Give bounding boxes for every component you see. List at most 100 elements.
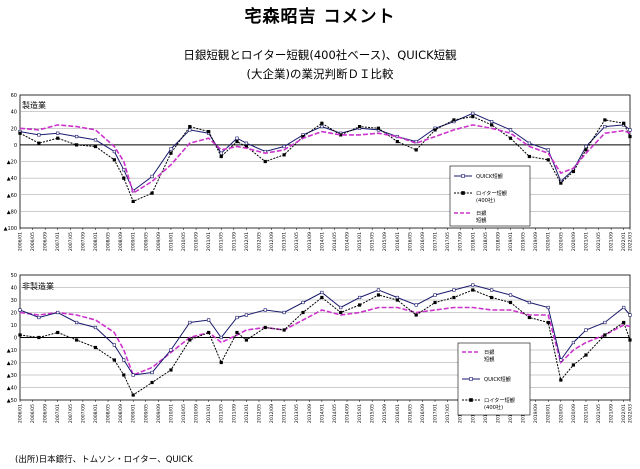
x-tick-label: 2021/01 (583, 404, 589, 423)
data-point-reuters (471, 288, 475, 292)
data-point-reuters (433, 128, 437, 132)
y-tick-label: ▲100 (4, 226, 17, 232)
data-point-reuters (150, 380, 154, 385)
data-point-reuters (188, 124, 192, 129)
y-tick-label: ▲20 (7, 361, 17, 367)
chart-subtitle-line1: 日銀短観とロイター短観(400社ベース)、QUICK短観 (183, 48, 457, 62)
x-tick-label: 2007/09 (80, 232, 86, 251)
data-point-quick (301, 300, 305, 305)
x-tick-label: 2014/01 (319, 232, 325, 251)
data-point-reuters (546, 158, 550, 162)
data-point-reuters (559, 378, 563, 382)
x-tick-label: 2021/09 (609, 232, 615, 251)
x-tick-label: 2017/05 (445, 404, 451, 423)
x-tick-label: 2011/05 (219, 232, 225, 251)
data-point-quick (357, 295, 362, 300)
data-point-quick (235, 315, 239, 320)
series-line (19, 124, 631, 195)
data-point-reuters (357, 303, 362, 307)
x-tick-label: 2010/09 (194, 404, 200, 423)
x-tick-label: 2022/03 (628, 404, 634, 423)
legend-note: (400社) (484, 403, 503, 411)
x-tick-label: 2011/05 (219, 404, 225, 423)
data-point-reuters (508, 300, 513, 305)
x-tick-label: 2016/01 (395, 232, 401, 251)
y-tick-label: 30 (11, 298, 17, 304)
data-point-reuters (546, 320, 550, 325)
data-point-reuters (219, 360, 223, 365)
data-point-reuters (559, 181, 563, 185)
legend-note: 短観 (484, 355, 494, 363)
x-tick-label: 2018/01 (470, 232, 476, 251)
data-point-reuters (571, 169, 576, 174)
data-point-quick (414, 139, 418, 144)
data-point-reuters (112, 358, 116, 362)
data-point-reuters (376, 126, 381, 130)
x-tick-label: 2012/09 (269, 404, 275, 423)
x-tick-label: 2012/01 (244, 404, 250, 423)
data-point-reuters (74, 338, 79, 342)
data-point-reuters (376, 293, 381, 297)
y-tick-label: 40 (11, 110, 17, 116)
series-line (19, 116, 631, 203)
page-title: 宅森昭吉 コメント (244, 7, 396, 27)
data-point-reuters (603, 118, 607, 122)
x-tick-label: 2022/03 (628, 232, 634, 251)
legend-label: ロイター短観 (484, 396, 515, 404)
data-point-reuters (235, 330, 239, 335)
y-tick-label: ▲40 (7, 386, 17, 392)
data-point-reuters (131, 199, 135, 204)
data-point-reuters (112, 158, 116, 162)
legend-marker (469, 377, 473, 381)
data-point-reuters (74, 143, 79, 147)
x-tick-label: 2008/09 (118, 232, 124, 251)
data-point-quick (282, 310, 286, 315)
y-tick-label: ▲50 (7, 398, 17, 404)
data-point-reuters (244, 338, 248, 342)
x-tick-label: 2008/05 (106, 232, 112, 251)
x-tick-label: 2015/01 (357, 232, 363, 251)
x-tick-label: 2008/01 (93, 232, 99, 251)
data-point-reuters (93, 345, 98, 350)
data-point-quick (628, 313, 632, 317)
data-point-quick (320, 290, 324, 295)
x-tick-label: 2010/01 (168, 404, 174, 423)
x-tick-label: 2008/01 (93, 404, 99, 423)
legend-note: (400社) (476, 196, 495, 204)
x-tick-label: 2015/09 (382, 404, 388, 423)
x-tick-label: 2006/09 (43, 404, 49, 423)
data-point-quick (622, 305, 626, 310)
x-tick-label: 2009/01 (131, 232, 137, 251)
data-point-quick (37, 315, 41, 320)
x-tick-label: 2016/09 (420, 232, 426, 251)
data-point-quick (112, 343, 116, 347)
data-point-reuters (628, 134, 632, 139)
data-point-reuters (414, 313, 418, 317)
data-point-quick (490, 120, 494, 124)
data-point-quick (584, 328, 588, 332)
x-tick-label: 2012/05 (256, 404, 262, 423)
data-point-quick (471, 283, 475, 287)
data-point-reuters (282, 153, 286, 157)
legend-note: 短観 (476, 216, 486, 224)
x-tick-label: 2020/05 (558, 232, 564, 251)
x-tick-label: 2006/09 (43, 232, 49, 251)
y-tick-label: ▲40 (7, 176, 17, 182)
x-tick-label: 2019/01 (508, 232, 514, 251)
data-point-quick (508, 293, 513, 297)
data-point-reuters (301, 310, 305, 315)
data-point-reuters (571, 363, 576, 367)
data-point-quick (339, 305, 343, 310)
x-tick-label: 2007/05 (68, 232, 74, 251)
x-tick-label: 2015/05 (370, 232, 376, 251)
x-tick-label: 2013/01 (282, 404, 288, 423)
data-point-reuters (18, 131, 22, 135)
data-point-reuters (414, 148, 418, 152)
x-tick-label: 2009/05 (143, 232, 149, 251)
x-tick-label: 2015/05 (370, 404, 376, 423)
data-point-reuters (37, 141, 41, 145)
data-point-reuters (527, 154, 531, 159)
data-point-quick (452, 288, 456, 292)
x-tick-label: 2007/01 (55, 232, 61, 251)
x-tick-label: 2009/09 (156, 404, 162, 423)
